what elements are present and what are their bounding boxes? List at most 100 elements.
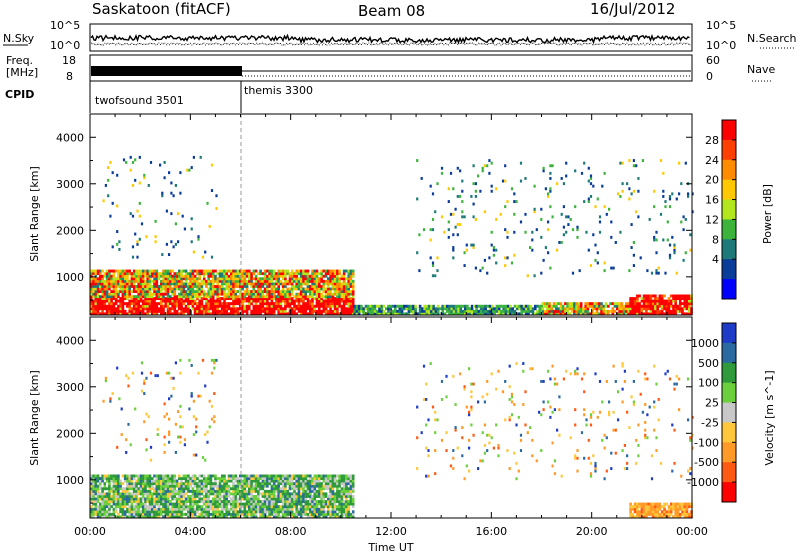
power-cell — [211, 164, 213, 167]
power-cell — [619, 231, 621, 234]
power-cell — [506, 236, 508, 239]
velocity-cell — [216, 477, 219, 480]
power-cell — [271, 285, 274, 288]
power-cell — [660, 159, 662, 162]
velocity-cell — [210, 490, 213, 493]
power-cell — [327, 282, 330, 285]
power-cell — [441, 305, 444, 308]
power-cell — [295, 277, 298, 280]
power-cell — [664, 200, 666, 203]
velocity-cell — [115, 503, 118, 506]
power-cell — [119, 285, 122, 288]
velocity-cell — [239, 503, 242, 506]
velocity-cell — [162, 492, 165, 495]
power-cell — [253, 272, 256, 275]
power-cell — [484, 259, 486, 262]
velocity-cell — [164, 402, 166, 405]
power-cell — [635, 164, 637, 167]
power-cell — [142, 290, 145, 293]
power-cell — [95, 290, 98, 293]
velocity-cell — [259, 485, 262, 488]
velocity-cell — [255, 487, 258, 490]
power-cell — [645, 300, 648, 303]
velocity-cell — [194, 477, 197, 480]
velocity-cell — [137, 498, 140, 501]
velocity-cell — [307, 513, 310, 516]
velocity-cell — [185, 500, 188, 503]
power-cell — [262, 293, 265, 296]
power-cell — [165, 290, 168, 293]
power-cell — [565, 231, 567, 234]
power-cell — [268, 282, 271, 285]
power-cell — [530, 305, 533, 308]
velocity-cell — [189, 500, 192, 503]
velocity-cell — [670, 505, 673, 508]
nave-tick-high: 60 — [706, 54, 720, 67]
power-cell — [590, 264, 592, 267]
velocity-cell — [280, 477, 283, 480]
velocity-cell — [194, 508, 197, 511]
power-cell — [480, 310, 483, 313]
power-cell — [548, 302, 551, 305]
power-cell — [133, 302, 136, 305]
velocity-cell — [162, 500, 165, 503]
power-cell — [307, 290, 310, 293]
velocity-cell — [332, 490, 335, 493]
power-cell — [475, 307, 478, 310]
velocity-cell — [110, 480, 113, 483]
power-cell — [155, 235, 157, 238]
power-cell — [632, 310, 635, 313]
velocity-cell — [174, 482, 177, 485]
velocity-cell — [185, 503, 188, 506]
velocity-cell — [232, 510, 235, 513]
power-cell — [175, 243, 177, 246]
velocity-cell — [214, 480, 217, 483]
power-cell — [139, 182, 141, 185]
velocity-cell — [284, 490, 287, 493]
power-cell — [549, 190, 551, 193]
velocity-cell — [99, 508, 102, 511]
velocity-cell — [169, 492, 172, 495]
power-cell — [632, 297, 635, 300]
power-cell — [106, 295, 109, 298]
velocity-cell — [122, 510, 125, 513]
power-cell — [255, 285, 258, 288]
colorbar-tick-label: 4 — [712, 253, 719, 266]
velocity-cell — [295, 482, 298, 485]
y-tick-label: 2000 — [56, 224, 84, 237]
power-cell — [149, 305, 152, 308]
power-cell — [295, 275, 298, 278]
velocity-cell — [311, 480, 314, 483]
power-cell — [633, 164, 635, 167]
power-cell — [162, 305, 165, 308]
nave-tick-low: 0 — [706, 70, 713, 83]
velocity-cell — [122, 482, 125, 485]
power-cell — [338, 300, 341, 303]
velocity-cell — [271, 513, 274, 516]
power-cell — [232, 282, 235, 285]
velocity-cell — [185, 485, 188, 488]
power-cell — [594, 259, 596, 262]
power-cell — [119, 288, 122, 291]
power-cell — [295, 305, 298, 308]
velocity-cell — [137, 503, 140, 506]
power-cell — [284, 280, 287, 283]
power-cell — [498, 307, 501, 310]
power-cell — [228, 280, 231, 283]
velocity-cell — [235, 495, 238, 498]
power-cell — [198, 295, 201, 298]
power-cell — [493, 249, 495, 252]
velocity-cell — [338, 510, 341, 513]
power-cell — [162, 295, 165, 298]
power-cell — [216, 293, 219, 296]
power-cell — [133, 272, 136, 275]
power-cell — [130, 156, 132, 159]
power-cell — [134, 233, 136, 236]
velocity-cell — [286, 513, 289, 516]
power-cell — [273, 270, 276, 273]
velocity-cell — [284, 475, 287, 478]
velocity-cell — [230, 480, 233, 483]
velocity-cell — [316, 480, 319, 483]
velocity-cell — [148, 415, 150, 418]
power-cell — [628, 159, 630, 162]
